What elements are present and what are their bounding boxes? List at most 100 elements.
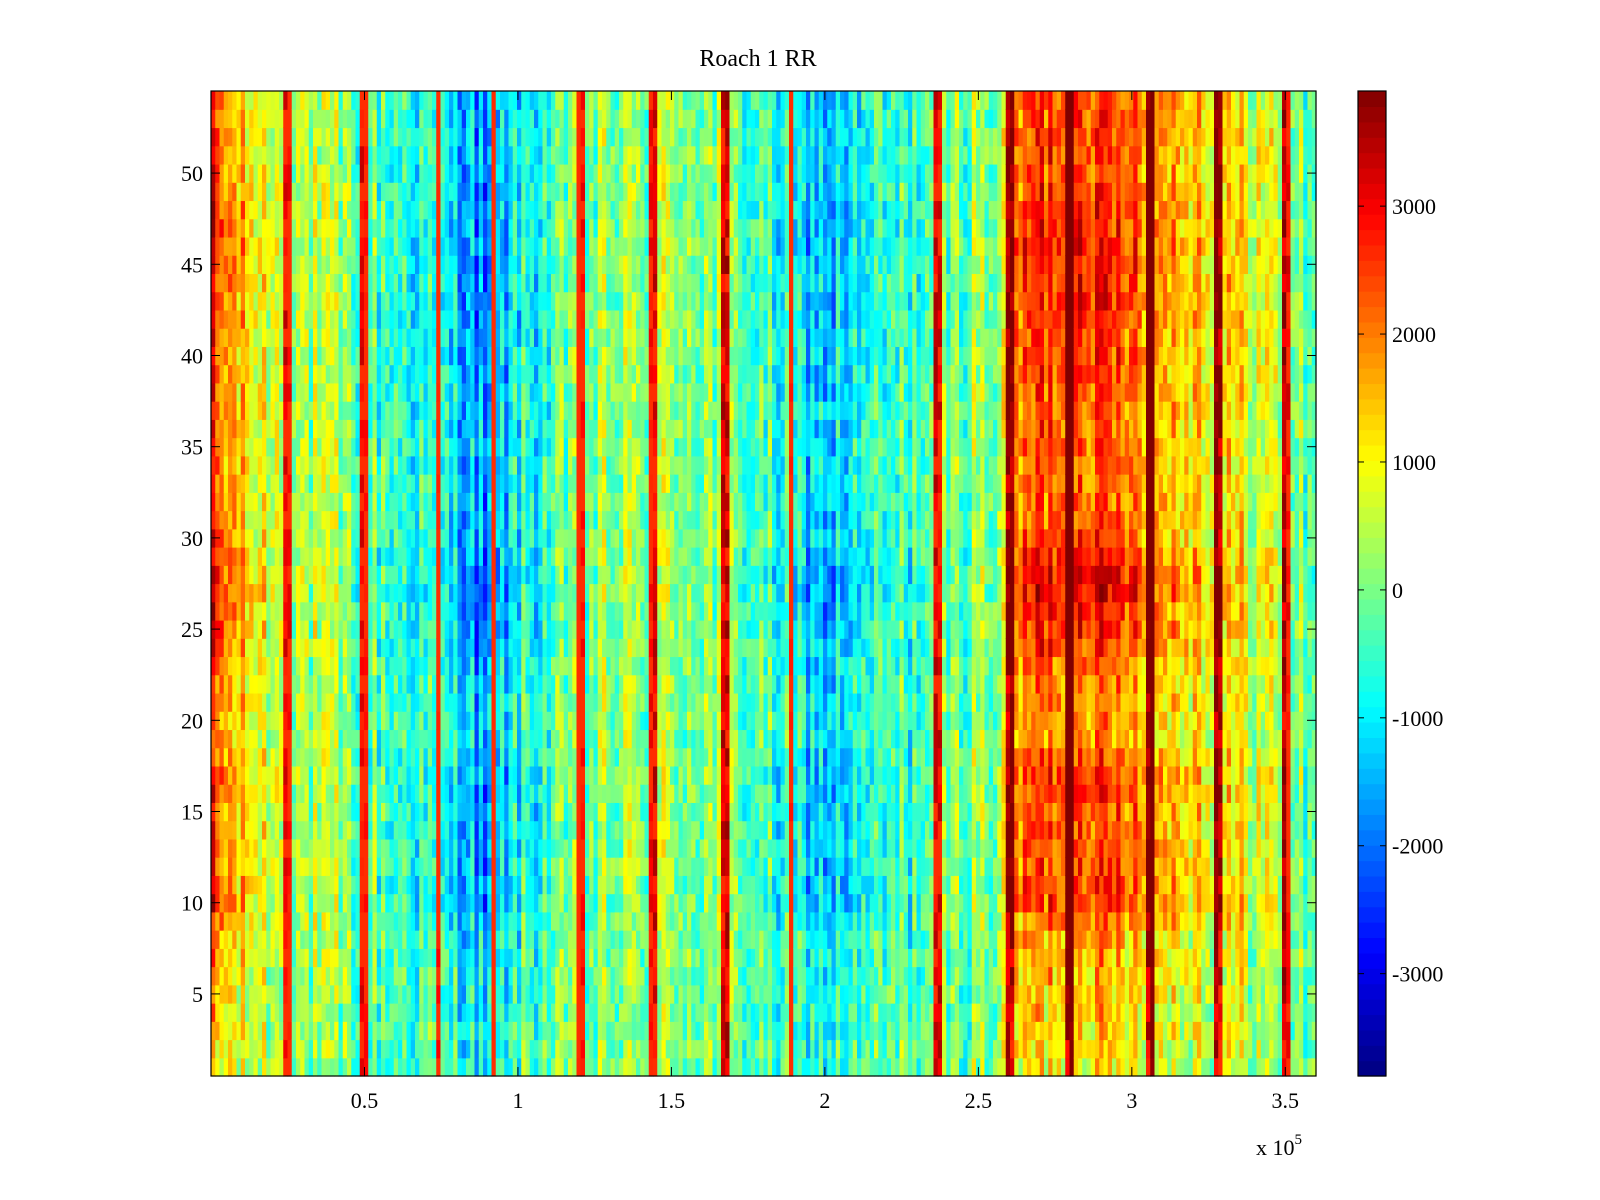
heatmap-cell: [274, 547, 280, 566]
heatmap-cell: [215, 729, 221, 749]
heatmap-cell: [444, 1057, 450, 1077]
heatmap-cell: [466, 674, 471, 694]
heatmap-cell: [219, 911, 225, 931]
heatmap-cell: [457, 437, 463, 457]
heatmap-cell: [449, 145, 454, 165]
heatmap-cell: [504, 273, 510, 293]
heatmap-cell: [474, 565, 480, 585]
heatmap-cell: [534, 966, 539, 986]
heatmap-cell: [338, 346, 344, 366]
heatmap-cell: [321, 747, 327, 767]
heatmap-cell: [427, 948, 433, 968]
heatmap-cell: [211, 674, 216, 694]
heatmap-cell: [406, 127, 412, 147]
heatmap-cell: [410, 565, 416, 585]
heatmap-cell: [470, 346, 476, 366]
heatmap-cell: [308, 163, 314, 183]
heatmap-cell: [491, 273, 497, 293]
heatmap-cell: [228, 601, 233, 621]
heatmap-cell: [368, 711, 374, 731]
heatmap-cell: [270, 911, 276, 931]
heatmap-cell: [257, 966, 263, 986]
heatmap-cell: [223, 692, 229, 712]
heatmap-cell: [304, 328, 310, 347]
heatmap-cell: [338, 492, 344, 512]
heatmap-cell: [576, 419, 582, 439]
heatmap-cell: [398, 510, 403, 530]
heatmap-cell: [368, 510, 374, 530]
heatmap-cell: [291, 200, 297, 220]
heatmap-cell: [542, 346, 548, 366]
heatmap-cell: [551, 547, 556, 566]
heatmap-cell: [495, 510, 501, 530]
heatmap-cell: [457, 619, 463, 639]
heatmap-cell: [576, 474, 582, 493]
heatmap-cell: [342, 838, 348, 858]
heatmap-cell: [228, 236, 233, 256]
heatmap-cell: [580, 273, 586, 293]
heatmap-cell: [376, 127, 382, 147]
heatmap-cell: [351, 236, 357, 256]
heatmap-cell: [351, 1003, 357, 1022]
heatmap-cell: [232, 309, 238, 329]
heatmap-cell: [449, 346, 454, 366]
heatmap-cell: [359, 857, 365, 876]
heatmap-cell: [253, 911, 259, 931]
heatmap-cell: [381, 437, 386, 457]
heatmap-cell: [406, 346, 412, 366]
heatmap-cell: [321, 510, 327, 530]
heatmap-cell: [568, 528, 573, 548]
heatmap-cell: [563, 948, 569, 968]
heatmap-cell: [529, 236, 535, 256]
heatmap-cell: [415, 674, 420, 694]
heatmap-cell: [487, 784, 493, 803]
heatmap-cell: [555, 492, 561, 512]
heatmap-cell: [563, 218, 569, 238]
heatmap-cell: [308, 674, 314, 694]
heatmap-cell: [279, 565, 284, 585]
heatmap-cell: [580, 109, 586, 129]
heatmap-cell: [253, 893, 259, 913]
heatmap-cell: [593, 838, 599, 858]
heatmap-cell: [325, 601, 331, 621]
heatmap-cell: [517, 966, 522, 986]
heatmap-cell: [381, 838, 386, 858]
heatmap-cell: [449, 1003, 454, 1022]
heatmap-cell: [487, 364, 493, 384]
heatmap-cell: [529, 820, 535, 840]
heatmap-cell: [589, 236, 595, 256]
heatmap-cell: [444, 510, 450, 530]
heatmap-cell: [381, 875, 386, 895]
heatmap-cell: [266, 291, 272, 311]
heatmap-cell: [300, 948, 306, 968]
heatmap-cell: [308, 145, 314, 165]
heatmap-cell: [342, 127, 348, 147]
heatmap-cell: [534, 474, 539, 493]
heatmap-cell: [393, 474, 399, 493]
heatmap-cell: [296, 984, 301, 1004]
heatmap-cell: [283, 911, 289, 931]
heatmap-cell: [325, 510, 331, 530]
heatmap-cell: [232, 802, 238, 822]
heatmap-cell: [483, 437, 488, 457]
heatmap-cell: [483, 838, 488, 858]
heatmap-cell: [232, 200, 238, 220]
heatmap-cell: [449, 948, 454, 968]
heatmap-cell: [546, 1039, 552, 1059]
heatmap-cell: [478, 145, 484, 165]
heatmap-cell: [517, 765, 522, 785]
heatmap-cell: [495, 820, 501, 840]
heatmap-cell: [296, 747, 301, 767]
heatmap-cell: [245, 765, 250, 785]
heatmap-cell: [223, 273, 229, 293]
heatmap-cell: [257, 510, 263, 530]
heatmap-cell: [593, 145, 599, 165]
heatmap-cell: [351, 875, 357, 895]
heatmap-cell: [355, 765, 361, 785]
heatmap-cell: [415, 930, 420, 949]
heatmap-cell: [529, 401, 535, 420]
heatmap-cell: [257, 291, 263, 311]
heatmap-cell: [300, 163, 306, 183]
heatmap-cell: [602, 729, 607, 749]
heatmap-cell: [211, 291, 216, 311]
